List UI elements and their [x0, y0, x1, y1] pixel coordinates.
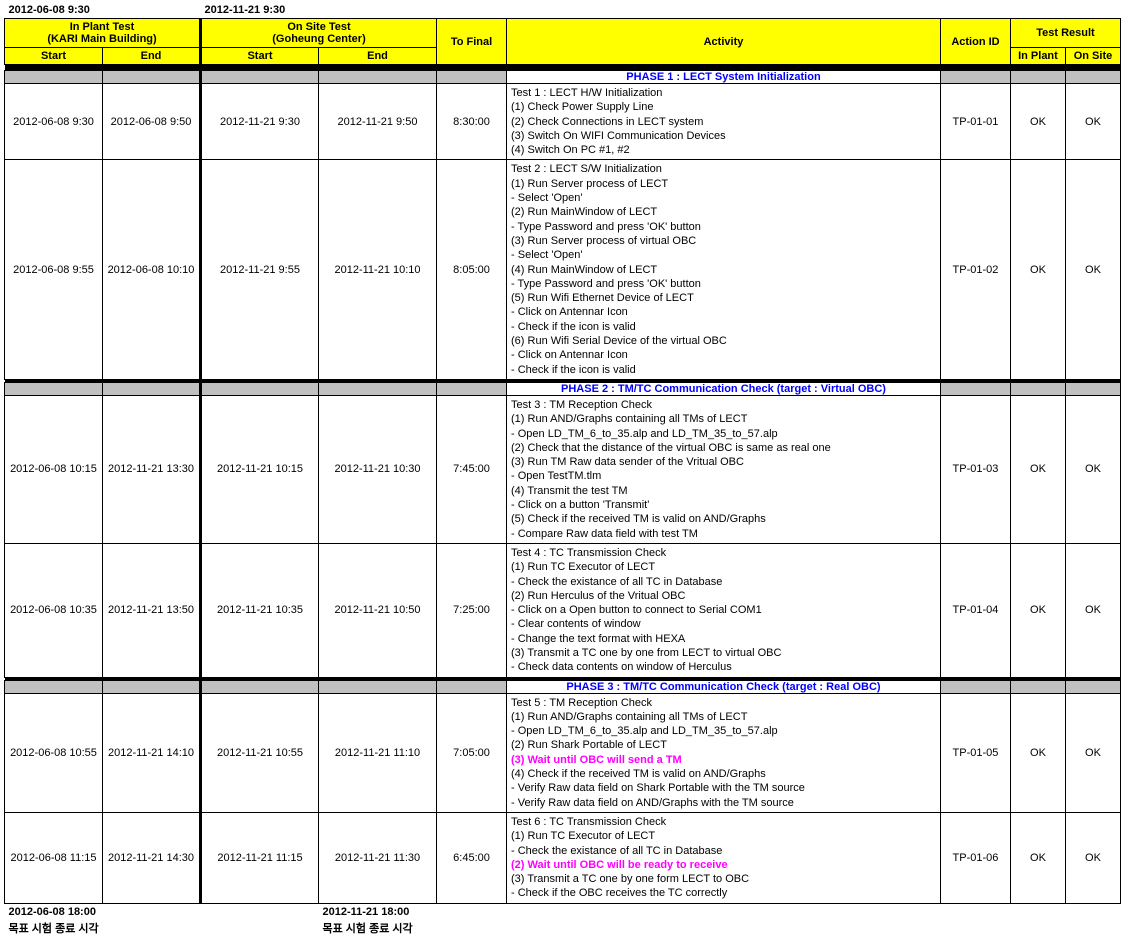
table-row: 2012-06-08 11:15 2012-11-21 14:30 2012-1… — [5, 812, 1121, 903]
cell-action: TP-01-03 — [940, 395, 1010, 543]
cell-action: TP-01-06 — [940, 812, 1010, 903]
cell-end1: 2012-11-21 13:50 — [103, 543, 201, 677]
cell-start1: 2012-06-08 10:15 — [5, 395, 103, 543]
cell-end2: 2012-11-21 10:10 — [319, 160, 437, 379]
header-onsite: On Site — [1065, 48, 1120, 65]
cell-tofinal: 7:25:00 — [437, 543, 507, 677]
cell-result-onsite: OK — [1065, 84, 1120, 160]
cell-start1: 2012-06-08 9:30 — [5, 84, 103, 160]
cell-start2: 2012-11-21 10:15 — [201, 395, 319, 543]
cell-end1: 2012-11-21 14:30 — [103, 812, 201, 903]
table-row: 2012-06-08 9:30 2012-06-08 9:50 2012-11-… — [5, 84, 1121, 160]
top-timestamp-row: 2012-06-08 9:30 2012-11-21 9:30 — [5, 4, 1121, 19]
cell-end2: 2012-11-21 11:30 — [319, 812, 437, 903]
footer-left-time: 2012-06-08 18:00 — [5, 903, 201, 918]
cell-result-inplant: OK — [1010, 84, 1065, 160]
cell-result-onsite: OK — [1065, 812, 1120, 903]
pink-note: (3) Wait until OBC will send a TM — [511, 754, 682, 766]
header-in-plant: In Plant Test (KARI Main Building) — [5, 19, 201, 48]
cell-result-onsite: OK — [1065, 160, 1120, 379]
header-row-1: In Plant Test (KARI Main Building) On Si… — [5, 19, 1121, 48]
cell-result-inplant: OK — [1010, 812, 1065, 903]
test-schedule-table: 2012-06-08 9:30 2012-11-21 9:30 In Plant… — [4, 4, 1121, 936]
cell-action: TP-01-05 — [940, 693, 1010, 812]
gray-gap: PHASE 1 : LECT System Initialization — [5, 71, 1121, 84]
cell-activity: Test 2 : LECT S/W Initialization (1) Run… — [507, 160, 941, 379]
cell-tofinal: 7:05:00 — [437, 693, 507, 812]
phase-1-label: PHASE 1 : LECT System Initialization — [507, 71, 941, 84]
gray-gap: PHASE 3 : TM/TC Communication Check (tar… — [5, 680, 1121, 693]
cell-result-onsite: OK — [1065, 543, 1120, 677]
header-to-final: To Final — [437, 19, 507, 65]
table-row: 2012-06-08 10:15 2012-11-21 13:30 2012-1… — [5, 395, 1121, 543]
cell-activity: Test 3 : TM Reception Check (1) Run AND/… — [507, 395, 941, 543]
pink-note: (2) Wait until OBC will be ready to rece… — [511, 859, 728, 871]
cell-result-inplant: OK — [1010, 693, 1065, 812]
phase-3-label: PHASE 3 : TM/TC Communication Check (tar… — [507, 680, 941, 693]
cell-end1: 2012-06-08 9:50 — [103, 84, 201, 160]
cell-end1: 2012-11-21 13:30 — [103, 395, 201, 543]
cell-end2: 2012-11-21 10:50 — [319, 543, 437, 677]
table-row: 2012-06-08 9:55 2012-06-08 10:10 2012-11… — [5, 160, 1121, 379]
footer-right-text: 목표 시험 종료 시각 — [319, 918, 507, 936]
header-start2: Start — [201, 48, 319, 65]
cell-tofinal: 6:45:00 — [437, 812, 507, 903]
header-activity: Activity — [507, 19, 941, 65]
cell-start2: 2012-11-21 9:30 — [201, 84, 319, 160]
cell-result-onsite: OK — [1065, 395, 1120, 543]
header-end1: End — [103, 48, 201, 65]
cell-end1: 2012-06-08 10:10 — [103, 160, 201, 379]
cell-start1: 2012-06-08 11:15 — [5, 812, 103, 903]
top-timestamp-right: 2012-11-21 9:30 — [201, 4, 437, 19]
footer-row-time: 2012-06-08 18:00 2012-11-21 18:00 — [5, 903, 1121, 918]
footer-left-text: 목표 시험 종료 시각 — [5, 918, 201, 936]
header-action-id: Action ID — [940, 19, 1010, 65]
cell-start2: 2012-11-21 10:55 — [201, 693, 319, 812]
cell-activity: Test 6 : TC Transmission Check (1) Run T… — [507, 812, 941, 903]
cell-start2: 2012-11-21 9:55 — [201, 160, 319, 379]
cell-end2: 2012-11-21 9:50 — [319, 84, 437, 160]
header-inplant: In Plant — [1010, 48, 1065, 65]
cell-start1: 2012-06-08 9:55 — [5, 160, 103, 379]
top-timestamp-left: 2012-06-08 9:30 — [5, 4, 201, 19]
cell-action: TP-01-02 — [940, 160, 1010, 379]
header-on-site: On Site Test (Goheung Center) — [201, 19, 437, 48]
cell-result-inplant: OK — [1010, 160, 1065, 379]
cell-start1: 2012-06-08 10:35 — [5, 543, 103, 677]
cell-action: TP-01-04 — [940, 543, 1010, 677]
footer-right-time: 2012-11-21 18:00 — [319, 903, 507, 918]
cell-start1: 2012-06-08 10:55 — [5, 693, 103, 812]
header-start1: Start — [5, 48, 103, 65]
cell-end1: 2012-11-21 14:10 — [103, 693, 201, 812]
table-row: 2012-06-08 10:55 2012-11-21 14:10 2012-1… — [5, 693, 1121, 812]
cell-result-inplant: OK — [1010, 395, 1065, 543]
cell-tofinal: 8:30:00 — [437, 84, 507, 160]
phase-2-label: PHASE 2 : TM/TC Communication Check (tar… — [507, 382, 941, 395]
gray-gap: PHASE 2 : TM/TC Communication Check (tar… — [5, 382, 1121, 395]
header-end2: End — [319, 48, 437, 65]
cell-activity: Test 1 : LECT H/W Initialization (1) Che… — [507, 84, 941, 160]
table-row: 2012-06-08 10:35 2012-11-21 13:50 2012-1… — [5, 543, 1121, 677]
footer-row-text: 목표 시험 종료 시각 목표 시험 종료 시각 — [5, 918, 1121, 936]
cell-result-inplant: OK — [1010, 543, 1065, 677]
header-test-result: Test Result — [1010, 19, 1120, 48]
cell-end2: 2012-11-21 11:10 — [319, 693, 437, 812]
cell-start2: 2012-11-21 11:15 — [201, 812, 319, 903]
cell-activity: Test 5 : TM Reception Check (1) Run AND/… — [507, 693, 941, 812]
cell-result-onsite: OK — [1065, 693, 1120, 812]
cell-start2: 2012-11-21 10:35 — [201, 543, 319, 677]
cell-end2: 2012-11-21 10:30 — [319, 395, 437, 543]
cell-action: TP-01-01 — [940, 84, 1010, 160]
cell-activity: Test 4 : TC Transmission Check (1) Run T… — [507, 543, 941, 677]
cell-tofinal: 8:05:00 — [437, 160, 507, 379]
cell-tofinal: 7:45:00 — [437, 395, 507, 543]
